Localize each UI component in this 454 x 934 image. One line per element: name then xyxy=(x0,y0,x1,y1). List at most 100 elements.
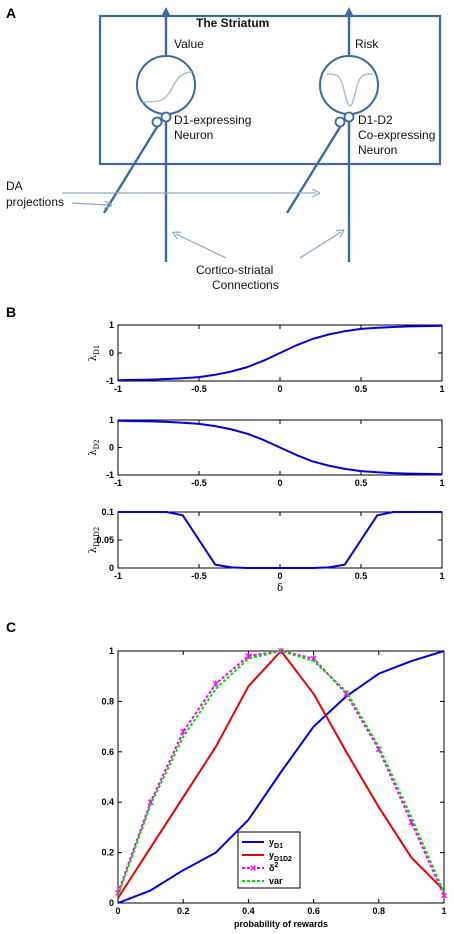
y-axis-label-main: λ xyxy=(88,546,99,553)
x-tick-label: 0 xyxy=(115,906,120,916)
da-label-line2: projections xyxy=(6,195,64,209)
cortico-label-line2: Connections xyxy=(212,278,279,292)
x-tick-label: 0.6 xyxy=(307,906,320,916)
d1d2-neuron-label-line2: Co-expressing xyxy=(358,128,435,142)
x-tick-label: -0.5 xyxy=(191,478,207,488)
y-axis-label-subscript: D1D2 xyxy=(93,527,101,547)
y-tick-label: 0.8 xyxy=(101,696,114,706)
x-tick-label: -1 xyxy=(114,384,122,394)
y-axis-label-subscript: D1 xyxy=(93,345,101,355)
striatum-title: The Striatum xyxy=(196,16,269,30)
risk-label: Risk xyxy=(355,37,379,51)
chart-probability-of-rewards: 0 0.2 0.4 0.6 0.8 1 1 0.8 0.6 0.4 0.2 0 probability … xyxy=(101,646,447,929)
legend-label-3: var xyxy=(269,876,283,886)
x-tick-label: -1 xyxy=(114,571,122,581)
d1-synapse-da xyxy=(151,116,163,128)
x-tick-label: 1 xyxy=(441,906,446,916)
legend-label-2: δ2 xyxy=(269,862,278,873)
x-tick-label: 0.5 xyxy=(355,571,368,581)
x-tick-label: 0.4 xyxy=(242,906,255,916)
striatum-box xyxy=(98,14,442,166)
series-line-0 xyxy=(117,650,445,904)
cortico-label-line1: Cortico-striatal xyxy=(196,263,273,277)
da-label-line1: DA xyxy=(6,179,23,193)
x-tick-label: 0 xyxy=(277,571,282,581)
y-tick-label: 0.05 xyxy=(96,535,114,545)
x-tick-label: 0.5 xyxy=(355,478,368,488)
da-projection-d1 xyxy=(102,118,164,214)
cortico-arrow-right xyxy=(299,232,341,259)
chart-lambda-d1: -1 -0.5 0 0.5 1 1 0 -1 λD1 xyxy=(88,320,445,394)
y-tick-label: 1 xyxy=(109,320,114,330)
legend-label-main: var xyxy=(269,876,283,886)
d1d2-neuron-label-line3: Neuron xyxy=(358,143,397,157)
legend-label-subscript: D1D2 xyxy=(274,856,292,863)
series-line-3 xyxy=(117,650,445,896)
x-tick-label: 1 xyxy=(439,478,444,488)
y-axis-label-main: λ xyxy=(88,449,99,456)
value-label: Value xyxy=(174,37,204,51)
series-marker-2 xyxy=(441,892,447,899)
y-tick-label: 0.4 xyxy=(101,797,114,807)
y-tick-label: 0 xyxy=(109,563,114,573)
y-tick-label: 0.6 xyxy=(101,747,114,757)
x-tick-label: 0.5 xyxy=(355,384,368,394)
y-axis-label: λD2 xyxy=(88,439,101,455)
x-tick-label: -0.5 xyxy=(191,384,207,394)
y-tick-label: 0.2 xyxy=(101,848,114,858)
legend-label-subscript: D1 xyxy=(274,843,283,850)
x-tick-label: 1 xyxy=(439,571,444,581)
y-axis-label-subscript: D2 xyxy=(93,439,101,449)
d1-neuron-label-line1: D1-expressing xyxy=(174,113,251,127)
series-line-0 xyxy=(118,511,442,569)
y-tick-label: 1 xyxy=(109,646,114,656)
plot-frame xyxy=(117,511,443,569)
x-axis-label: probability of rewards xyxy=(234,919,328,929)
panel-a-diagram: A The Striatum Value Risk D1-expressing … xyxy=(6,5,442,292)
series-line-0 xyxy=(117,419,443,476)
panel-b-letter: B xyxy=(6,304,16,320)
d1-neuron-soma xyxy=(136,55,196,115)
y-tick-label: 1 xyxy=(109,415,114,425)
d1d2-synapse-da xyxy=(334,116,346,128)
y-tick-label: -1 xyxy=(106,376,114,386)
x-tick-label: 0.2 xyxy=(177,906,190,916)
y-axis-label: λD1 xyxy=(88,345,101,361)
d1-neuron-label-line2: Neuron xyxy=(174,128,213,142)
da-arrow-short xyxy=(71,203,108,205)
x-tick-label: -0.5 xyxy=(191,571,207,581)
d1-synapse-cortical xyxy=(160,111,172,123)
d1d2-neuron-label-line1: D1-D2 xyxy=(358,113,393,127)
x-tick-label: 0 xyxy=(277,478,282,488)
y-tick-label: -1 xyxy=(106,470,114,480)
legend-marker-2 xyxy=(250,865,256,871)
y-axis-label-main: λ xyxy=(88,354,99,361)
legend-label-1: yD1D2 xyxy=(269,850,292,863)
cortico-arrow-left xyxy=(176,234,227,259)
panel-a-letter: A xyxy=(6,5,16,21)
chart-lambda-d2: -1 -0.5 0 0.5 1 1 0 -1 λD2 xyxy=(88,415,445,488)
chart-lambda-d1d2: -1 -0.5 0 0.5 1 0.1 0.05 0 λD1D2 δ xyxy=(88,507,445,594)
legend-label-main: y xyxy=(269,837,274,847)
y-tick-label: 0 xyxy=(109,443,114,453)
legend-label-main: y xyxy=(269,850,274,860)
x-tick-label: -1 xyxy=(114,478,122,488)
x-axis-label: δ xyxy=(277,583,283,594)
x-tick-label: 1 xyxy=(439,384,444,394)
legend-label-0: yD1 xyxy=(269,837,283,850)
panel-c-letter: C xyxy=(6,619,16,635)
x-tick-label: 0.8 xyxy=(373,906,386,916)
d1-sigmoid-icon xyxy=(142,71,193,103)
series-line-0 xyxy=(117,324,443,382)
d1d2-synapse-cortical xyxy=(343,111,355,123)
x-tick-label: 0 xyxy=(277,384,282,394)
y-tick-label: 0.1 xyxy=(101,507,114,517)
y-axis-label: λD1D2 xyxy=(88,527,101,553)
legend-label-main: δ xyxy=(269,863,275,873)
da-projection-d1d2 xyxy=(285,118,347,214)
legend-label-superscript: 2 xyxy=(274,862,278,869)
y-tick-label: 0 xyxy=(109,898,114,908)
series-marker-2 xyxy=(212,680,219,687)
y-tick-label: 0 xyxy=(109,348,114,358)
